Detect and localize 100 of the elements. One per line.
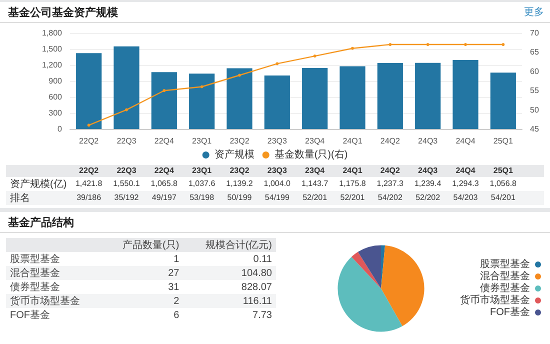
y-tick-label: 1,200 [42, 60, 63, 70]
category-label: 24Q4 [456, 166, 476, 175]
category-label: FOF基金 [10, 310, 50, 321]
y-tick-label: 1,500 [42, 44, 63, 54]
text: 50/199 [227, 192, 252, 204]
y2-tick-label: 65 [530, 48, 540, 57]
data-label: 1,056.8 [490, 178, 517, 190]
y-tick-label: 300 [48, 108, 63, 118]
bar [490, 72, 516, 129]
text: 54/201 [490, 192, 516, 204]
x-tick-label: 23Q2 [230, 136, 250, 146]
x-tick-label: 24Q1 [342, 136, 363, 146]
bar [76, 53, 102, 129]
data-label: 1,294.3 [452, 178, 479, 190]
legend-label: FOF基金 [490, 306, 530, 318]
bar [415, 62, 441, 129]
bar [189, 74, 215, 129]
y2-tick-label: 50 [530, 105, 540, 114]
data-label: 1,065.8 [150, 178, 178, 190]
x-tick-label: 23Q4 [305, 136, 326, 146]
text: 53/198 [190, 192, 214, 204]
data-label: 1,239.4 [414, 178, 442, 190]
text: 7.73 [252, 308, 273, 322]
category-label: 债券型基金 [10, 282, 60, 293]
y2-tick-label: 45 [530, 124, 540, 134]
legend-label: 债券型基金 [480, 282, 530, 294]
text: 54/203 [453, 192, 478, 204]
y2-tick-label: 70 [530, 28, 540, 38]
x-tick-label: 22Q3 [116, 136, 137, 146]
legend-label: 基金数量(只)(右) [274, 148, 348, 160]
x-tick-label: 24Q3 [418, 136, 438, 146]
bar [340, 66, 366, 129]
x-tick-label: 22Q2 [79, 136, 100, 146]
point [502, 43, 505, 46]
category-label: 23Q1 [192, 166, 212, 175]
x-tick-label: 23Q3 [267, 136, 288, 146]
text: 52/202 [416, 192, 440, 204]
point [125, 108, 128, 112]
text: 52/201 [302, 192, 328, 204]
data-label: 1,237.3 [376, 178, 404, 190]
category-label: 22Q2 [79, 166, 99, 175]
data-label: 2 [172, 294, 180, 308]
category-label: 23Q2 [230, 166, 250, 175]
text: 49/197 [152, 192, 176, 204]
text: 39/186 [76, 192, 102, 204]
data-label: 6 [172, 308, 180, 322]
x-tick-label: 22Q4 [154, 136, 174, 146]
legend-label: 货币市场型基金 [460, 294, 530, 306]
y-tick-label: 600 [48, 92, 63, 102]
data-label: 1,143.7 [301, 178, 328, 190]
text: 排名 [10, 192, 30, 205]
y-tick-label: 1,800 [42, 28, 63, 38]
text: 基金产品结构 [8, 216, 74, 230]
category-label: 24Q3 [418, 166, 438, 175]
data-label: 1,421.8 [75, 178, 102, 190]
bar [226, 68, 252, 129]
data-label: 1,550.1 [113, 178, 140, 190]
text: 更多 [524, 6, 544, 19]
point [238, 74, 241, 77]
legend-label: 股票型基金 [480, 258, 530, 270]
x-tick-label: 23Q1 [192, 136, 212, 146]
text: 35/192 [114, 192, 139, 204]
x-tick-label: 24Q2 [380, 136, 400, 146]
y-tick-label: 0 [58, 124, 63, 134]
point [351, 46, 354, 50]
category-label: 23Q4 [305, 166, 325, 175]
category-label: 24Q2 [380, 166, 400, 175]
bar [377, 63, 403, 129]
y2-tick-label: 55 [530, 86, 540, 96]
text: 54/202 [378, 192, 402, 204]
data-label: 1 [172, 252, 180, 266]
x-tick-label: 24Q4 [456, 136, 476, 146]
data-label: 31 [167, 280, 180, 294]
x-tick-label: 25Q1 [493, 136, 514, 146]
point [87, 124, 90, 127]
category-label: 25Q1 [493, 166, 513, 175]
bar [452, 60, 478, 129]
chart-title: 基金公司基金资产规模 [8, 6, 118, 20]
bar [114, 46, 140, 129]
y2-tick-label: 60 [530, 66, 540, 76]
data-label: 1,139.2 [226, 178, 253, 190]
point [313, 54, 316, 58]
bar [151, 72, 177, 129]
category-label: 22Q3 [116, 166, 136, 175]
text: 0.11 [252, 252, 273, 266]
category-label: 24Q1 [342, 166, 362, 175]
y-tick-label: 900 [48, 76, 63, 86]
bar [302, 68, 328, 129]
category-label: 股票型基金 [10, 254, 60, 265]
category-label: 23Q3 [267, 166, 287, 175]
legend-label: 混合型基金 [480, 270, 530, 282]
point [162, 89, 166, 92]
data-label: 1,037.6 [188, 178, 216, 190]
category-label: 22Q4 [154, 166, 174, 175]
text: 资产规模(亿) [10, 178, 67, 191]
point [276, 62, 279, 66]
data-label: 1,175.8 [339, 178, 366, 190]
text: 828.07 [240, 280, 273, 294]
data-label: 1,004.0 [264, 178, 291, 190]
text: 52/201 [340, 192, 365, 204]
